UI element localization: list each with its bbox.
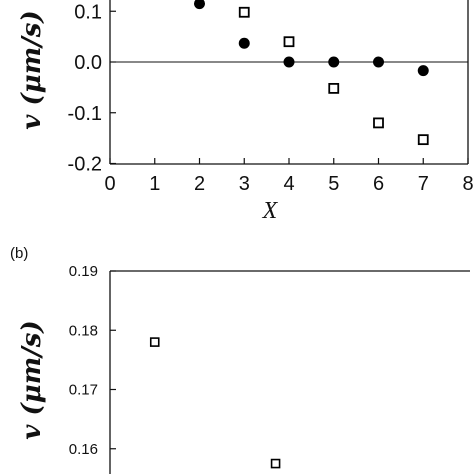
panel-a-x-tick-label: 5 [328, 173, 339, 195]
panel-a-point-open-square [373, 117, 384, 129]
panel-a-x-tick-label: 2 [194, 173, 205, 195]
panel-a-point-open-square [328, 82, 340, 94]
panel-a-x-tick-label: 1 [149, 173, 160, 195]
panel-a-point-open-square [283, 36, 295, 48]
panel-a-point-filled-circle [328, 56, 340, 68]
panel-a-point-filled-circle [283, 56, 295, 68]
panel-a-y-axis-title: v (μm/s) [17, 10, 47, 129]
panel-a-x-tick-label: 0 [104, 173, 115, 195]
panel-b-point-open-square [149, 337, 160, 347]
panel-a-x-tick-label: 4 [283, 173, 294, 195]
panel-a-point-filled-circle [373, 56, 384, 68]
panel-a-point-filled-circle [194, 0, 205, 10]
panel-a-x-tick-label: 7 [418, 173, 429, 195]
panel-a-point-filled-circle [238, 37, 250, 49]
panel-b-point-open-square [270, 458, 281, 469]
panel-a-point-open-square [238, 6, 250, 18]
panel-a-x-tick-label: 8 [462, 173, 473, 195]
panel-b-y-tick-label: 0.16 [69, 441, 98, 458]
panel-b-y-tick-label: 0.17 [69, 382, 98, 399]
panel-a-x-tick-label: 6 [373, 173, 384, 195]
panel-a-y-tick-label: -0.1 [68, 103, 102, 125]
panel-a-y-tick-label: -0.2 [68, 154, 102, 176]
panel-a-x-tick-label: 3 [239, 173, 250, 195]
panel-a-point-filled-circle [417, 65, 429, 77]
panel-a-x-axis-title: X [262, 198, 279, 224]
panel-a: 0.1 0.0 -0.1 -0.2 0 1 2 3 4 5 6 7 8 v (μm/s) X [17, 0, 474, 224]
panel-b-label: (b) [10, 245, 28, 262]
panel-b-y-tick-label: 0.18 [69, 322, 98, 339]
panel-b: (b) 0.19 0.18 0.17 0.16 v (μm/s) [10, 245, 470, 474]
panel-a-point-open-square [417, 134, 429, 146]
panel-a-y-tick-label: 0.1 [74, 1, 102, 23]
panel-b-y-axis-title: v (μm/s) [17, 320, 47, 439]
panel-a-y-tick-label: 0.0 [74, 52, 102, 74]
panel-b-y-tick-label: 0.19 [69, 263, 98, 280]
